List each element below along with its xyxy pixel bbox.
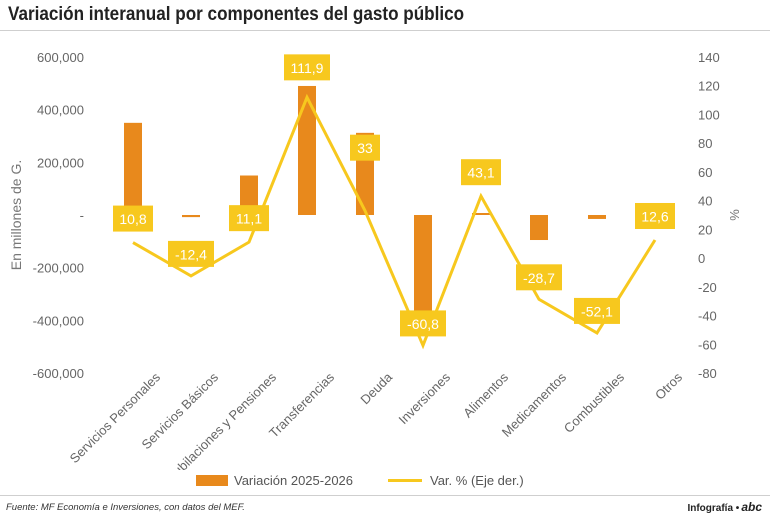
line-label: 43,1 [461,159,501,186]
line-label: -28,7 [516,264,562,291]
line-label: -12,4 [168,240,214,267]
left-tick-label: -400,000 [33,313,84,328]
pct-line [132,93,657,350]
right-tick-label: -60 [698,337,717,352]
line-label-text: 10,8 [119,211,146,227]
right-axis-ticks: 140 120 100 80 60 40 20 0 -20 -40 -60 -80 [698,50,720,381]
line-label: -52,1 [574,297,620,324]
line-label: -60,8 [400,310,446,337]
left-tick-label: -200,000 [33,261,84,276]
footer-divider [0,495,770,496]
bar [240,175,258,215]
bar [530,215,548,241]
bar [124,122,142,215]
legend-item-bar: Variación 2025-2026 [196,473,353,488]
source-note: Fuente: MF Economía e Inversiones, con d… [6,502,245,513]
line-label-text: 33 [357,140,373,156]
title-divider [0,30,770,31]
right-tick-label: 120 [698,79,720,94]
category-label: Alimentos [460,369,511,420]
category-label: Jubilaciones y Pensiones [165,369,279,470]
bar [182,215,200,218]
line-label-box [229,205,269,232]
line-label-box [574,297,620,324]
bar [298,85,316,215]
line-label: 12,6 [635,202,675,229]
left-tick-label: 400,000 [37,103,84,118]
category-label: Inversiones [396,369,454,427]
line-label: 33 [350,134,380,161]
right-tick-label: -40 [698,309,717,324]
line-label-text: 43,1 [467,165,494,181]
right-tick-label: -80 [698,366,717,381]
credit-text: Infografía • [687,503,740,514]
y2-axis-label: % [727,209,742,221]
line-label-text: -28,7 [523,270,555,286]
line-label-box [400,310,446,337]
right-tick-label: 40 [698,194,712,209]
category-label: Otros [652,369,685,402]
category-label: Combustibles [561,369,628,436]
right-tick-label: 140 [698,50,720,65]
line-label-text: 111,9 [291,60,324,76]
left-tick-label: 200,000 [37,155,84,170]
line-label-text: 11,1 [236,211,262,227]
bar [414,215,432,313]
line-label-box [113,205,153,232]
line-label-box [284,54,330,81]
bar-series [124,85,606,313]
line-label-text: -12,4 [175,246,207,262]
line-label-box [168,240,214,267]
bar [472,213,490,215]
legend-line-label: Var. % (Eje der.) [430,473,524,488]
right-tick-label: 20 [698,222,712,237]
right-tick-label: 100 [698,107,720,122]
right-tick-label: -20 [698,280,717,295]
category-label: Deuda [357,369,395,407]
chart-area: 600,000 400,000 200,000 - -200,000 -400,000 -6… [8,50,742,470]
line-label: 111,9 [284,54,330,81]
line-label-box [516,264,562,291]
left-tick-label: - [80,208,84,223]
line-label-box [350,134,380,161]
line-label-box [635,202,675,229]
chart-title: Variación interanual por componentes del… [8,4,465,25]
abc-logo: abc [741,500,762,514]
line-label-box [461,159,501,186]
line-label-text: -52,1 [581,303,613,319]
right-tick-label: 0 [698,251,705,266]
legend-bar-label: Variación 2025-2026 [234,473,354,488]
legend-line-swatch [388,479,422,482]
bar [588,215,606,219]
left-tick-label: -600,000 [33,366,84,381]
legend-item-line: Var. % (Eje der.) [388,473,524,488]
right-tick-label: 80 [698,136,712,151]
y-axis-label: En millones de G. [8,160,24,271]
line-label: 10,8 [113,205,153,232]
left-tick-label: 600,000 [37,50,84,65]
legend: Variación 2025-2026 Var. % (Eje der.) [0,473,770,493]
line-labels: 10,8 -12,4 11,1 111,9 33 -60,8 43,1 -28,7 -52,1 1… [113,54,675,337]
left-axis-ticks: 600,000 400,000 200,000 - -200,000 -400,000 -6… [33,50,84,381]
line-label: 11,1 [229,205,269,232]
right-tick-label: 60 [698,165,712,180]
line-label-text: -60,8 [407,316,439,332]
legend-bar-swatch [196,475,228,486]
brand-credit: Infografía • abc [687,500,762,514]
line-label-text: 12,6 [641,208,668,224]
